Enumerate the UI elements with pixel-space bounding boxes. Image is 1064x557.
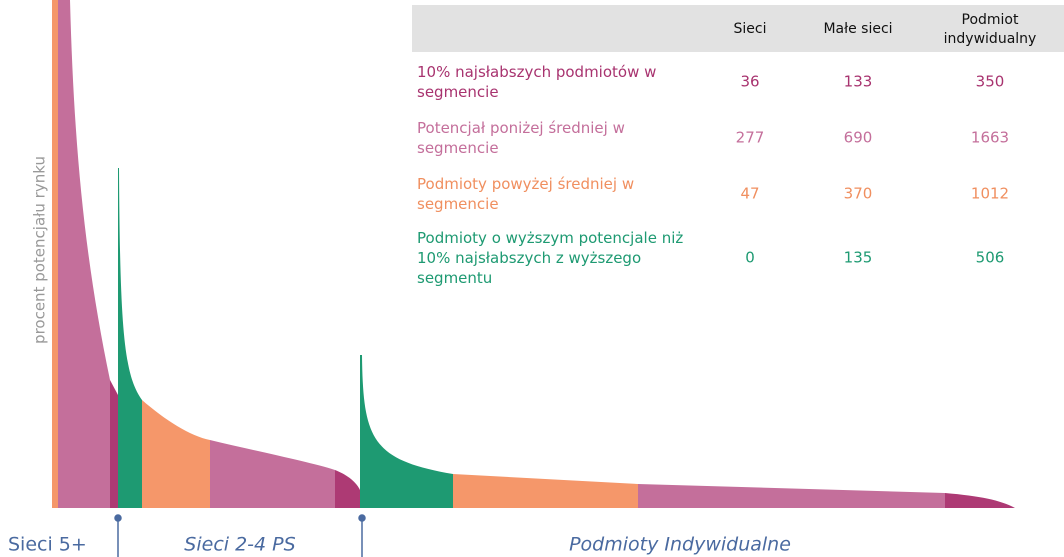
divider-dot <box>358 514 366 522</box>
label-line: Podmioty o wyższym potencjale niż <box>417 229 683 247</box>
area <box>58 0 110 508</box>
area <box>453 474 638 508</box>
header-line: Podmiot <box>962 12 1019 28</box>
cell-value: 690 <box>844 129 873 147</box>
cell-value: 0 <box>745 249 755 267</box>
cell-value: 47 <box>740 185 759 203</box>
axis-label: procent potencjału rynku <box>31 156 49 344</box>
area <box>335 470 360 508</box>
row-label: 10% najsłabszych podmiotów w segmencie <box>417 63 656 101</box>
column-header: Małe sieci <box>823 21 892 37</box>
area <box>52 0 58 508</box>
row-label: Potencjał poniżej średniej w segmencie <box>417 119 625 157</box>
label-line: Potencjał poniżej średniej w <box>417 119 625 137</box>
cell-value: 133 <box>844 73 873 91</box>
divider-dot <box>114 514 122 522</box>
row-label: Podmioty o wyższym potencjale niż 10% naj… <box>417 229 683 287</box>
label-line: segmentu <box>417 269 492 287</box>
cell-value: 135 <box>844 249 873 267</box>
curves <box>52 0 1015 508</box>
segment-label: Sieci 5+ <box>8 534 87 556</box>
label-line: 10% najsłabszych podmiotów w <box>417 63 656 81</box>
label-line: segmencie <box>417 83 499 101</box>
label-line: 10% najsłabszych z wyższego <box>417 249 641 267</box>
area <box>638 484 945 508</box>
cell-value: 350 <box>976 73 1005 91</box>
area <box>110 380 118 508</box>
area <box>945 493 1015 508</box>
area <box>142 400 210 508</box>
segment-label: Sieci 2-4 PS <box>184 534 295 556</box>
cell-value: 370 <box>844 185 873 203</box>
label-line: Podmioty powyżej średniej w <box>417 175 634 193</box>
cell-value: 36 <box>740 73 759 91</box>
label-line: segmencie <box>417 139 499 157</box>
header-line: indywidualny <box>944 31 1037 47</box>
cell-value: 506 <box>976 249 1005 267</box>
area <box>210 440 335 508</box>
table-header <box>412 5 1064 52</box>
cell-value: 1012 <box>971 185 1009 203</box>
row-label: Podmioty powyżej średniej w segmencie <box>417 175 634 213</box>
cell-value: 277 <box>736 129 765 147</box>
label-line: segmencie <box>417 195 499 213</box>
column-header: Podmiot indywidualny <box>944 12 1037 47</box>
column-header: Sieci <box>734 21 767 37</box>
cell-value: 1663 <box>971 129 1009 147</box>
segment-label: Podmioty Indywidualne <box>569 534 791 556</box>
segment-markers <box>114 514 366 557</box>
area <box>118 168 142 508</box>
area <box>360 355 453 508</box>
